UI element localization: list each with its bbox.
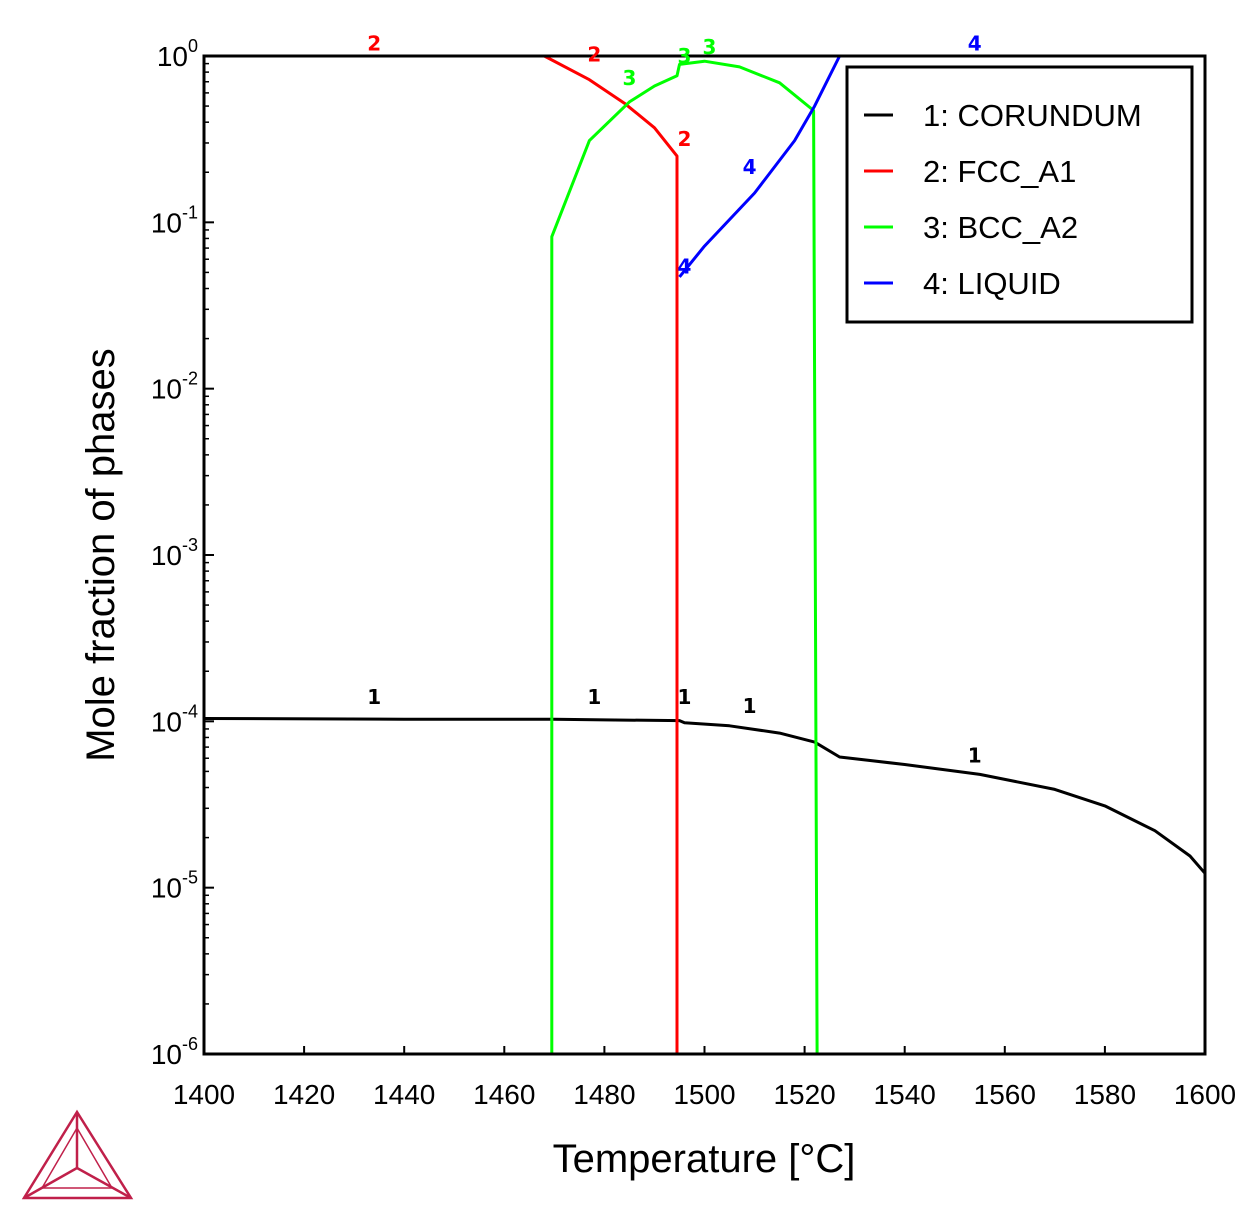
x-tick-label: 1440 bbox=[373, 1079, 435, 1110]
curve-label-1: 1 bbox=[678, 685, 692, 709]
curve-label-1: 1 bbox=[367, 685, 381, 709]
x-tick-label: 1460 bbox=[473, 1079, 535, 1110]
curve-label-2: 2 bbox=[678, 127, 692, 151]
y-tick-label: 10-5 bbox=[151, 868, 198, 904]
curve-label-4: 4 bbox=[678, 254, 692, 278]
y-axis-ticks: 100 10-1 10-2 10-3 10-4 10-5 10-6 bbox=[151, 36, 214, 1070]
y-axis-title: Mole fraction of phases bbox=[79, 348, 123, 762]
curves-layer bbox=[203, 54, 1207, 1055]
y-tick-label: 10-2 bbox=[151, 369, 198, 405]
curve-label-4: 4 bbox=[968, 31, 982, 55]
series-line-3 bbox=[550, 59, 819, 1055]
x-tick-label: 1500 bbox=[673, 1079, 735, 1110]
x-tick-label: 1540 bbox=[874, 1079, 936, 1110]
series-line-4 bbox=[678, 55, 841, 278]
x-tick-label: 1480 bbox=[573, 1079, 635, 1110]
x-axis-ticks: 1400 1420 1440 1460 1480 1500 1520 1540 1560 1580… bbox=[173, 1046, 1236, 1110]
legend-label: 1: CORUNDUM bbox=[923, 98, 1142, 133]
x-tick-label: 1400 bbox=[173, 1079, 235, 1110]
legend-box bbox=[845, 65, 1194, 324]
y-tick-label: 10-3 bbox=[151, 535, 198, 571]
curve-label-1: 1 bbox=[743, 694, 757, 718]
legend-label: 3: BCC_A2 bbox=[923, 210, 1078, 245]
x-tick-label: 1520 bbox=[773, 1079, 835, 1110]
x-tick-label: 1580 bbox=[1074, 1079, 1136, 1110]
y-tick-label: 10-4 bbox=[151, 701, 198, 737]
curve-label-2: 2 bbox=[587, 43, 601, 67]
x-tick-label: 1560 bbox=[974, 1079, 1036, 1110]
curve-label-3: 3 bbox=[703, 35, 717, 59]
y-tick-label: 10-1 bbox=[151, 202, 198, 238]
curve-label-3: 3 bbox=[678, 44, 692, 68]
x-tick-label: 1420 bbox=[273, 1079, 335, 1110]
curve-label-3: 3 bbox=[622, 66, 636, 90]
curve-label-2: 2 bbox=[367, 31, 381, 55]
legend-label: 2: FCC_A1 bbox=[923, 154, 1076, 189]
curve-label-1: 1 bbox=[968, 744, 982, 768]
curve-label-1: 1 bbox=[587, 685, 601, 709]
legend-label: 4: LIQUID bbox=[923, 266, 1061, 301]
thermo-calc-logo bbox=[21, 1109, 134, 1200]
legend: 1: CORUNDUM 2: FCC_A1 3: BCC_A2 4: LIQUID bbox=[845, 65, 1194, 324]
y-tick-label: 10-6 bbox=[151, 1034, 198, 1070]
x-axis-title: Temperature [°C] bbox=[553, 1137, 856, 1181]
y-tick-label: 100 bbox=[157, 36, 198, 72]
series-line-2 bbox=[543, 54, 679, 1054]
curve-label-4: 4 bbox=[743, 155, 757, 179]
x-tick-label: 1600 bbox=[1174, 1079, 1236, 1110]
